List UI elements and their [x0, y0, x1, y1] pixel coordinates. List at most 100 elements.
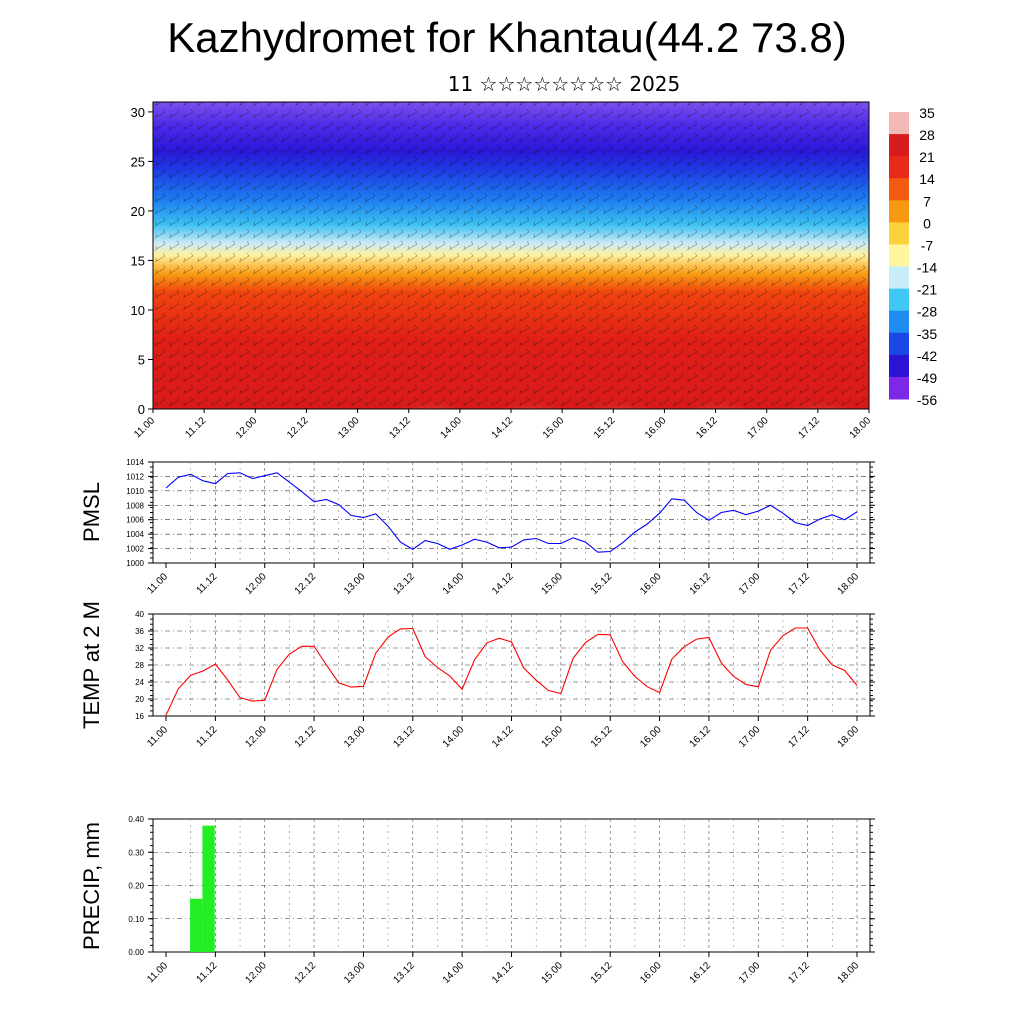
y-tick-label: 36: [135, 627, 144, 636]
x-tick-label: 14.12: [490, 415, 516, 441]
x-tick-label: 13.12: [391, 960, 417, 986]
y-axis-label: PRECIP, mm: [79, 822, 104, 950]
y-tick-label: 1014: [126, 458, 144, 467]
x-tick-label: 14.00: [439, 415, 465, 441]
x-tick-label: 17.00: [737, 960, 763, 986]
colorbar-swatch: [889, 244, 909, 268]
colorbar-label: -49: [917, 370, 937, 386]
x-tick-label: 16.00: [638, 724, 664, 750]
colorbar-label: 21: [919, 149, 935, 165]
y-tick-label: 5: [138, 352, 145, 367]
y-tick-label: 25: [131, 154, 145, 169]
y-tick-label: 15: [131, 253, 145, 268]
x-tick-label: 17.00: [737, 571, 763, 597]
y-tick-label: 1006: [126, 516, 144, 525]
colorbar-swatch: [889, 332, 909, 356]
y-tick-label: 0.40: [128, 815, 144, 824]
y-axis-label: PMSL: [79, 482, 104, 542]
colorbar-swatch: [889, 112, 909, 135]
y-tick-label: 24: [135, 678, 144, 687]
y-tick-label: 0: [138, 402, 145, 417]
x-tick-label: 17.12: [786, 960, 812, 986]
colorbar-swatch: [889, 288, 909, 312]
x-tick-label: 15.00: [540, 724, 566, 750]
x-tick-label: 13.00: [342, 724, 368, 750]
x-tick-label: 16.12: [688, 724, 714, 750]
x-tick-label: 15.12: [589, 960, 615, 986]
x-tick-label: 18.00: [836, 960, 862, 986]
y-tick-label: 1000: [126, 559, 144, 568]
y-axis-label: TEMP at 2 M: [79, 601, 104, 729]
y-tick-label: 16: [135, 712, 144, 721]
x-tick-label: 17.12: [797, 415, 823, 441]
chart-title: Kazhydromet for Khantau(44.2 73.8): [167, 14, 847, 61]
x-tick-label: 13.12: [391, 724, 417, 750]
chart-subtitle: 11 ☆☆☆☆☆☆☆☆ 2025: [447, 72, 681, 96]
precip-bar: [202, 825, 215, 952]
x-tick-label: 11.12: [183, 415, 208, 440]
x-tick-label: 14.12: [490, 960, 516, 986]
y-tick-label: 0.30: [128, 848, 144, 857]
colorbar-label: -7: [921, 237, 934, 253]
x-tick-label: 17.00: [745, 415, 771, 441]
y-tick-label: 1008: [126, 501, 144, 510]
x-tick-label: 11.12: [195, 724, 220, 749]
x-tick-label: 17.12: [786, 724, 812, 750]
y-tick-label: 32: [135, 644, 144, 653]
y-tick-label: 30: [131, 105, 145, 120]
colorbar-swatch: [889, 156, 909, 179]
x-tick-label: 15.12: [592, 415, 618, 441]
x-tick-label: 15.12: [589, 724, 615, 750]
colorbar-label: 28: [919, 127, 935, 143]
y-tick-label: 1012: [126, 472, 144, 481]
x-tick-label: 13.00: [336, 415, 362, 441]
colorbar-swatch: [889, 310, 909, 334]
colorbar-swatch: [889, 222, 909, 245]
colorbar-label: -56: [917, 392, 937, 408]
colorbar-swatch: [889, 376, 909, 400]
x-tick-label: 12.00: [234, 415, 260, 441]
x-tick-label: 11.00: [132, 415, 157, 440]
colorbar-label: 35: [919, 105, 935, 121]
x-tick-label: 18.00: [836, 571, 862, 597]
x-tick-label: 12.12: [293, 960, 319, 986]
colorbar-label: 14: [919, 171, 935, 187]
colorbar-swatch: [889, 266, 909, 290]
x-tick-label: 14.00: [441, 724, 467, 750]
y-tick-label: 40: [135, 610, 144, 619]
y-tick-label: 1002: [126, 545, 144, 554]
x-tick-label: 13.12: [387, 415, 413, 441]
precip-bar: [190, 898, 203, 952]
x-tick-label: 12.12: [293, 571, 319, 597]
colorbar-swatch: [889, 200, 909, 223]
x-tick-label: 13.00: [342, 960, 368, 986]
colorbar-label: -35: [917, 326, 937, 342]
colorbar-label: -28: [917, 304, 937, 320]
y-tick-label: 0.10: [128, 915, 144, 924]
x-tick-label: 11.12: [195, 571, 220, 596]
x-tick-label: 14.00: [441, 960, 467, 986]
colorbar-label: -42: [917, 348, 937, 364]
x-tick-label: 12.00: [243, 960, 269, 986]
x-tick-label: 12.00: [243, 571, 269, 597]
colorbar-swatch: [889, 178, 909, 201]
x-tick-label: 13.00: [342, 571, 368, 597]
x-tick-label: 16.00: [643, 415, 669, 441]
colorbar-label: 0: [923, 215, 931, 231]
y-tick-label: 28: [135, 661, 144, 670]
x-tick-label: 11.00: [145, 960, 170, 985]
x-tick-label: 15.00: [540, 960, 566, 986]
x-tick-label: 14.12: [490, 571, 516, 597]
y-tick-label: 20: [135, 695, 144, 704]
x-tick-label: 18.00: [836, 724, 862, 750]
x-tick-label: 16.00: [638, 571, 664, 597]
x-tick-label: 14.12: [490, 724, 516, 750]
x-tick-label: 15.00: [540, 571, 566, 597]
y-tick-label: 1004: [126, 530, 144, 539]
x-tick-label: 11.00: [145, 724, 170, 749]
y-tick-label: 20: [131, 204, 145, 219]
colorbar-swatch: [889, 354, 909, 378]
x-tick-label: 16.12: [688, 960, 714, 986]
colorbar-label: -14: [917, 260, 937, 276]
x-tick-label: 12.12: [293, 724, 319, 750]
